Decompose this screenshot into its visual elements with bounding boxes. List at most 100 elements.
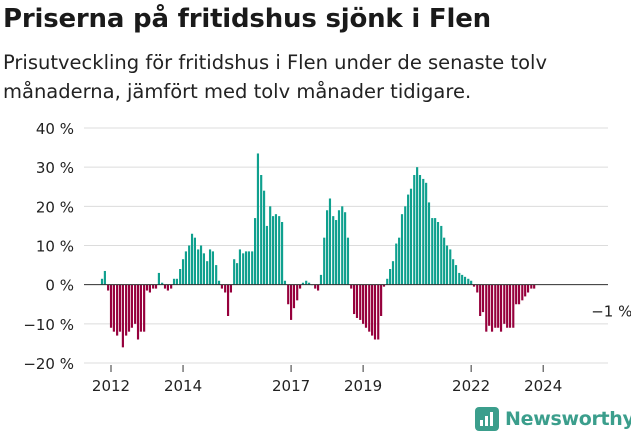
- bar: [364, 284, 368, 328]
- bar: [440, 225, 443, 285]
- bar: [445, 245, 449, 285]
- bar: [521, 284, 524, 301]
- bar: [301, 282, 305, 285]
- bar: [217, 280, 221, 285]
- bar: [292, 284, 296, 309]
- bar: [413, 175, 416, 285]
- bar: [208, 249, 212, 285]
- bar: [461, 274, 464, 285]
- bar: [449, 249, 452, 285]
- bar: [497, 284, 500, 328]
- bar: [452, 259, 455, 285]
- bar: [139, 284, 142, 332]
- bar: [454, 265, 458, 285]
- bar: [154, 284, 158, 289]
- y-tick-label: −20 %: [23, 355, 74, 373]
- bar: [391, 261, 395, 285]
- bar: [368, 284, 371, 332]
- bar: [161, 282, 164, 285]
- y-tick-label: 10 %: [36, 238, 74, 256]
- bar: [443, 237, 446, 285]
- bar: [274, 214, 278, 285]
- bar: [427, 202, 431, 285]
- bar: [425, 182, 428, 285]
- bar: [103, 270, 106, 285]
- bar: [148, 284, 151, 293]
- bar: [319, 274, 323, 285]
- bar: [281, 222, 284, 285]
- bar: [416, 167, 419, 285]
- bar: [488, 284, 491, 326]
- bar: [506, 284, 509, 328]
- bar: [323, 237, 326, 285]
- bar: [490, 284, 494, 332]
- bar: [380, 284, 383, 316]
- bar: [179, 269, 182, 285]
- bar: [317, 284, 320, 291]
- bar: [508, 284, 512, 328]
- bar: [188, 245, 191, 285]
- bar: [224, 284, 227, 293]
- bar: [398, 237, 401, 285]
- bar: [296, 284, 299, 301]
- bar: [193, 237, 196, 285]
- bar: [262, 190, 266, 285]
- y-tick-label: 30 %: [36, 159, 74, 177]
- bar: [395, 243, 398, 285]
- x-tick-label: 2019: [344, 377, 382, 395]
- bar: [130, 284, 133, 328]
- bar: [472, 284, 476, 287]
- bar: [170, 284, 173, 289]
- newsworthy-logo-text: Newsworthy: [505, 408, 631, 430]
- bar: [326, 210, 329, 285]
- bar: [190, 233, 194, 285]
- y-tick-label: 40 %: [36, 120, 74, 138]
- bar: [337, 210, 341, 285]
- x-tick-label: 2012: [92, 377, 130, 395]
- bar: [211, 251, 215, 285]
- bar: [517, 284, 521, 305]
- bar: [470, 280, 473, 285]
- x-tick-label: 2022: [452, 377, 490, 395]
- bar: [229, 284, 233, 293]
- bar: [251, 251, 254, 285]
- bar: [476, 284, 479, 293]
- bar: [242, 253, 245, 285]
- bar: [515, 284, 518, 305]
- bar: [389, 269, 392, 285]
- bar: [373, 284, 377, 340]
- bar: [371, 284, 374, 336]
- bar: [404, 206, 407, 285]
- bar: [341, 206, 344, 285]
- bar: [467, 278, 470, 285]
- bar: [233, 259, 236, 285]
- y-axis: −20 % −10 % 0 % 10 % 20 % 30 % 40 %: [23, 120, 74, 373]
- bar: [524, 284, 527, 297]
- bar: [407, 194, 410, 285]
- y-tick-label: 0 %: [45, 277, 74, 295]
- bar: [235, 263, 239, 285]
- bar: [434, 218, 437, 285]
- bar: [118, 284, 122, 332]
- bar: [436, 222, 440, 285]
- bar: [422, 178, 425, 285]
- bar: [362, 284, 365, 324]
- bar: [112, 284, 115, 332]
- bar: [382, 284, 386, 287]
- bar: [359, 284, 362, 320]
- bar: [481, 284, 485, 313]
- newsworthy-logo-icon: [475, 407, 499, 431]
- bar: [431, 218, 434, 285]
- bar: [184, 251, 187, 285]
- bar: [269, 206, 272, 285]
- bar: [463, 276, 467, 285]
- bar: [335, 220, 338, 285]
- bar: [100, 278, 104, 285]
- bar: [418, 175, 422, 285]
- bar: [377, 284, 380, 340]
- bar: [166, 284, 169, 291]
- bar: [485, 284, 488, 332]
- bar: [271, 216, 275, 285]
- bar: [526, 284, 530, 293]
